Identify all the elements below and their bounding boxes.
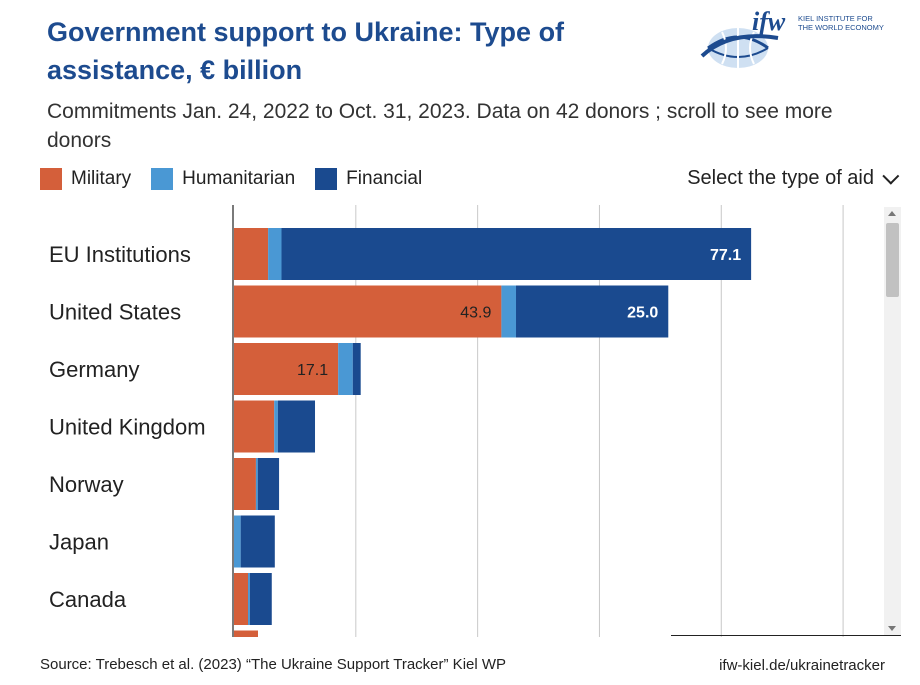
bar-eu-institutions-financial[interactable] <box>281 228 752 280</box>
category-label-japan: Japan <box>49 530 109 555</box>
logo-text: ifw <box>752 8 786 36</box>
aid-type-selector-label: Select the type of aid <box>687 167 874 189</box>
bar-united-kingdom-financial[interactable] <box>277 400 316 453</box>
bar-norway-financial[interactable] <box>257 458 280 510</box>
category-label-united-kingdom: United Kingdom <box>49 415 206 440</box>
legend-label-humanitarian: Humanitarian <box>182 168 296 189</box>
scroll-down-arrow-icon[interactable] <box>888 626 896 631</box>
category-label-canada: Canada <box>49 587 127 612</box>
bar-canada-humanitarian[interactable] <box>248 573 250 625</box>
source-note: Source: Trebesch et al. (2023) “The Ukra… <box>40 656 507 673</box>
logo-line-2: THE WORLD ECONOMY <box>798 23 884 32</box>
bar-norway-humanitarian[interactable] <box>255 458 258 510</box>
data-label-united-states-military: 43.9 <box>460 305 491 322</box>
data-label-germany-military: 17.1 <box>297 362 328 379</box>
bar-germany-financial[interactable] <box>352 343 361 395</box>
aid-type-selector[interactable]: Select the type of aid <box>687 167 900 190</box>
data-label-united-states-financial: 25.0 <box>627 305 658 322</box>
stacked-bar-chart: 77.1 43.9 25.0 17.1 EU Institutions United S… <box>49 205 844 637</box>
legend-label-financial: Financial <box>346 168 423 189</box>
footer-divider <box>671 635 901 636</box>
category-label-united-states: United States <box>49 300 181 325</box>
chevron-down-icon <box>882 167 900 185</box>
bar-eu-institutions-military[interactable] <box>234 228 269 280</box>
tracker-link[interactable]: ifw-kiel.de/ukrainetracker <box>719 657 885 674</box>
legend-item-humanitarian[interactable]: Humanitarian <box>151 168 295 190</box>
legend-item-military[interactable]: Military <box>40 168 131 190</box>
scroll-up-arrow-icon[interactable] <box>888 211 896 216</box>
bar-germany-humanitarian[interactable] <box>338 343 353 395</box>
category-labels: EU Institutions United States Germany Unite… <box>49 242 206 612</box>
legend-swatch-military <box>40 168 62 190</box>
chart-title: Government support to Ukraine: Type of a… <box>47 17 565 85</box>
legend-item-financial[interactable]: Financial <box>315 168 422 190</box>
bar-eu-institutions-humanitarian[interactable] <box>268 228 282 280</box>
category-label-norway: Norway <box>49 472 124 497</box>
bar-united-kingdom-humanitarian[interactable] <box>274 400 278 453</box>
bar-norway-military[interactable] <box>234 458 256 510</box>
chart-scrollbar[interactable] <box>884 207 901 635</box>
bars: 77.1 43.9 25.0 17.1 <box>234 228 752 637</box>
legend: Military Humanitarian Financial <box>40 168 442 190</box>
bar-united-kingdom-military[interactable] <box>234 400 275 453</box>
bar-germany-military[interactable] <box>234 343 339 395</box>
globe-icon <box>700 28 779 68</box>
bar-canada-financial[interactable] <box>249 573 272 625</box>
bar-japan-humanitarian[interactable] <box>234 515 241 568</box>
data-label-eu-institutions-financial: 77.1 <box>710 247 741 264</box>
legend-swatch-humanitarian <box>151 168 174 190</box>
category-label-eu-institutions: EU Institutions <box>49 242 191 267</box>
legend-label-military: Military <box>71 168 132 189</box>
ifw-logo: ifw KIEL INSTITUTE FOR THE WORLD ECONOMY <box>700 8 884 68</box>
legend-swatch-financial <box>315 168 338 190</box>
next-row-partial-bar <box>234 630 258 637</box>
scrollbar-thumb[interactable] <box>886 223 899 297</box>
bar-japan-financial[interactable] <box>240 515 275 568</box>
bar-united-states-military[interactable] <box>234 285 502 338</box>
logo-line-1: KIEL INSTITUTE FOR <box>798 14 873 23</box>
bar-united-states-financial[interactable] <box>516 285 669 338</box>
chart-subtitle: Commitments Jan. 24, 2022 to Oct. 31, 20… <box>47 100 833 152</box>
bar-canada-military[interactable] <box>234 573 249 625</box>
bar-united-states-humanitarian[interactable] <box>501 285 517 338</box>
category-label-germany: Germany <box>49 357 139 382</box>
